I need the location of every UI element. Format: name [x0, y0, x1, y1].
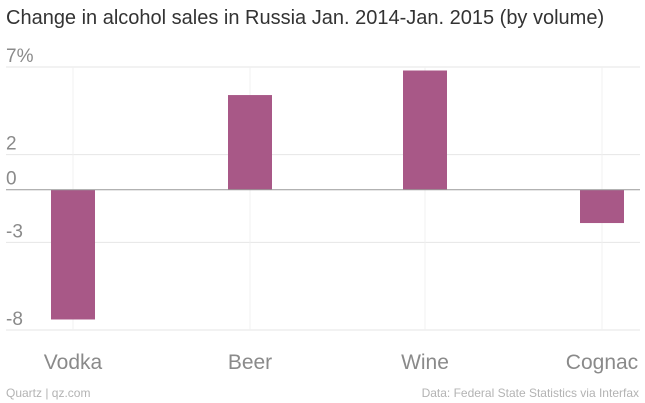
y-tick-label: 2 — [6, 134, 17, 155]
y-tick-label: -8 — [6, 309, 23, 330]
x-tick-labels: Vodka Beer Wine Cognac — [44, 351, 638, 374]
chart-title: Change in alcohol sales in Russia Jan. 2… — [6, 7, 605, 29]
bar-beer — [228, 95, 272, 190]
bars — [51, 70, 624, 320]
category-gridlines — [72, 67, 603, 330]
x-tick-label: Cognac — [566, 351, 638, 374]
y-tick-label: 7% — [6, 46, 34, 67]
source-text: Data: Federal State Statistics via Inter… — [421, 386, 639, 400]
y-tick-labels: 7% 2 0 -3 -8 — [6, 46, 34, 330]
y-tick-label: 0 — [6, 169, 17, 190]
x-tick-label: Beer — [228, 351, 272, 374]
x-tick-label: Vodka — [44, 351, 103, 374]
credit-text: Quartz | qz.com — [6, 386, 91, 400]
bar-wine — [403, 70, 447, 190]
x-tick-label: Wine — [401, 351, 449, 374]
bar-vodka — [51, 189, 95, 320]
y-tick-label: -3 — [6, 221, 23, 242]
grid-lines — [6, 66, 640, 331]
bar-cognac — [580, 189, 624, 224]
